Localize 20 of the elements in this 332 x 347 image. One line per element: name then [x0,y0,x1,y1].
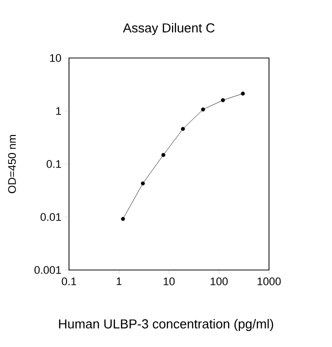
y-tick-label: 0.01 [40,213,61,221]
point [180,126,185,131]
x-tick-label: 10 [164,278,175,286]
x-tick-label: 1000 [258,278,281,286]
point [240,92,245,96]
point [220,98,225,102]
point [161,152,166,157]
y-tick-label: 0.1 [46,160,61,168]
y-tick-label: 1 [56,107,61,115]
y-axis-title: OD=450 nm [8,135,16,194]
x-tick-label: 100 [210,278,228,286]
x-tick-label: 1 [116,278,122,286]
x-tick-label: 0.1 [62,278,76,286]
x-axis-title: Human ULBP-3 concentration (pg/ml) [59,318,274,332]
point [140,181,145,186]
point [120,216,125,221]
point [201,107,206,112]
y-tick-label: 10 [50,54,62,62]
chart-title: Assay Diluent C [122,22,215,36]
y-tick-label: 0.001 [34,266,61,274]
